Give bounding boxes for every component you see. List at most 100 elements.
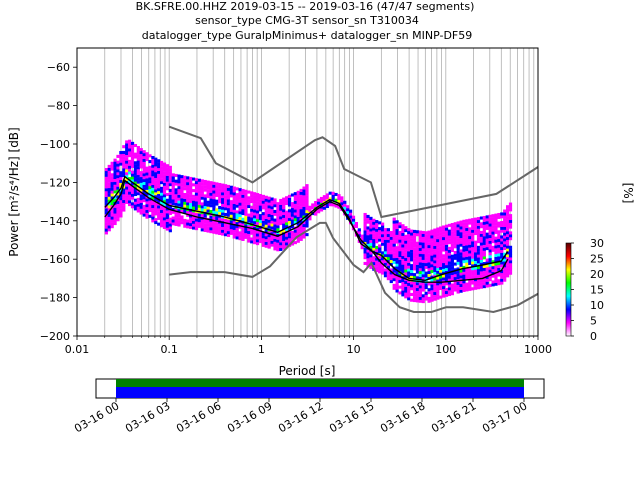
heatmap-cell (433, 245, 437, 249)
heatmap-cell (412, 281, 417, 285)
heatmap-cell (383, 228, 388, 232)
heatmap-cell (139, 156, 143, 160)
heatmap-cell (110, 199, 114, 203)
heatmap-cell (282, 246, 286, 250)
heatmap-cell (122, 145, 126, 149)
heatmap-cell (372, 230, 376, 234)
heatmap-cell (279, 216, 283, 220)
heatmap-cell (488, 252, 492, 256)
heatmap-cell (183, 181, 187, 185)
heatmap-cell (302, 186, 306, 190)
heatmap-cell (215, 231, 219, 235)
heatmap-cell (337, 205, 341, 209)
heatmap-cell (200, 208, 204, 212)
heatmap-cell (157, 216, 161, 220)
heatmap-cell (383, 262, 388, 266)
heatmap-cell (290, 225, 295, 229)
heatmap-cell (471, 249, 475, 253)
heatmap-cell (186, 225, 190, 229)
heatmap-cell (287, 232, 292, 236)
heatmap-cell (497, 267, 501, 271)
heatmap-cell (209, 198, 213, 202)
heatmap-cell (133, 192, 138, 197)
heatmap-cell (165, 213, 170, 217)
heatmap-cell (401, 244, 405, 248)
heatmap-cell (500, 244, 504, 248)
heatmap-cell (508, 216, 513, 221)
heatmap-cell (482, 256, 486, 260)
heatmap-cell (197, 181, 202, 185)
heatmap-cell (145, 201, 149, 205)
heatmap-cell (459, 234, 463, 239)
heatmap-cell (398, 222, 402, 226)
heatmap-cell (191, 217, 196, 221)
heatmap-cell (293, 229, 297, 233)
heatmap-cell (488, 249, 492, 253)
heatmap-cell (145, 181, 149, 185)
heatmap-cell (250, 225, 254, 229)
heatmap-cell (415, 253, 420, 257)
heatmap-cell (162, 214, 167, 218)
heatmap-cell (125, 186, 129, 190)
heatmap-cell (282, 200, 286, 204)
heatmap-cell (439, 258, 443, 262)
heatmap-cell (482, 247, 486, 251)
heatmap-cell (168, 168, 172, 172)
heatmap-cell (186, 199, 190, 203)
heatmap-cell (159, 169, 164, 173)
heatmap-cell (244, 232, 248, 237)
heatmap-cell (331, 191, 335, 195)
heatmap-cell (404, 237, 408, 241)
heatmap-cell (299, 223, 303, 227)
heatmap-cell (162, 185, 167, 189)
heatmap-cell (430, 261, 434, 265)
heatmap-cell (459, 220, 463, 224)
heatmap-cell (456, 284, 460, 288)
heatmap-cell (508, 225, 513, 229)
heatmap-cell (415, 284, 420, 289)
heatmap-cell (442, 285, 446, 290)
heatmap-cell (468, 261, 472, 265)
heatmap-cell (476, 245, 481, 249)
heatmap-cell (285, 199, 289, 203)
heatmap-cell (107, 222, 111, 226)
heatmap-cell (241, 188, 245, 193)
heatmap-cell (392, 220, 396, 224)
heatmap-cell (296, 228, 300, 232)
heatmap-cell (232, 198, 236, 202)
heatmap-cell (418, 233, 422, 237)
heatmap-cell (456, 273, 460, 277)
heatmap-cell (229, 203, 233, 207)
heatmap-cell (450, 231, 454, 235)
heatmap-cell (412, 299, 417, 303)
heatmap-cell (258, 222, 263, 226)
heatmap-cell (418, 293, 422, 298)
heatmap-cell (380, 257, 385, 261)
availability-tick-label: 03-16 18 (378, 399, 427, 435)
heatmap-cell (380, 268, 385, 272)
heatmap-cell (363, 224, 367, 228)
heatmap-cell (380, 265, 385, 269)
heatmap-cell (404, 249, 408, 253)
heatmap-cell (125, 166, 129, 170)
heatmap-cell (119, 197, 123, 201)
heatmap-cell (421, 239, 425, 243)
heatmap-cell (165, 184, 170, 188)
heatmap-cell (494, 225, 498, 229)
heatmap-cell (485, 238, 489, 242)
heatmap-cell (462, 286, 466, 290)
availability-tick-label: 03-17 00 (480, 399, 529, 435)
heatmap-cell (497, 221, 501, 225)
heatmap-cell (218, 229, 222, 233)
heatmap-cell (142, 167, 146, 171)
heatmap-cell (276, 207, 280, 211)
heatmap-cell (136, 166, 140, 170)
heatmap-cell (285, 216, 289, 220)
heatmap-cell (110, 216, 114, 220)
heatmap-cell (162, 174, 167, 178)
heatmap-cell (148, 174, 152, 178)
heatmap-cell (366, 226, 370, 230)
heatmap-cell (427, 244, 431, 249)
heatmap-cell (503, 212, 507, 216)
mode-psd-line (104, 175, 509, 282)
